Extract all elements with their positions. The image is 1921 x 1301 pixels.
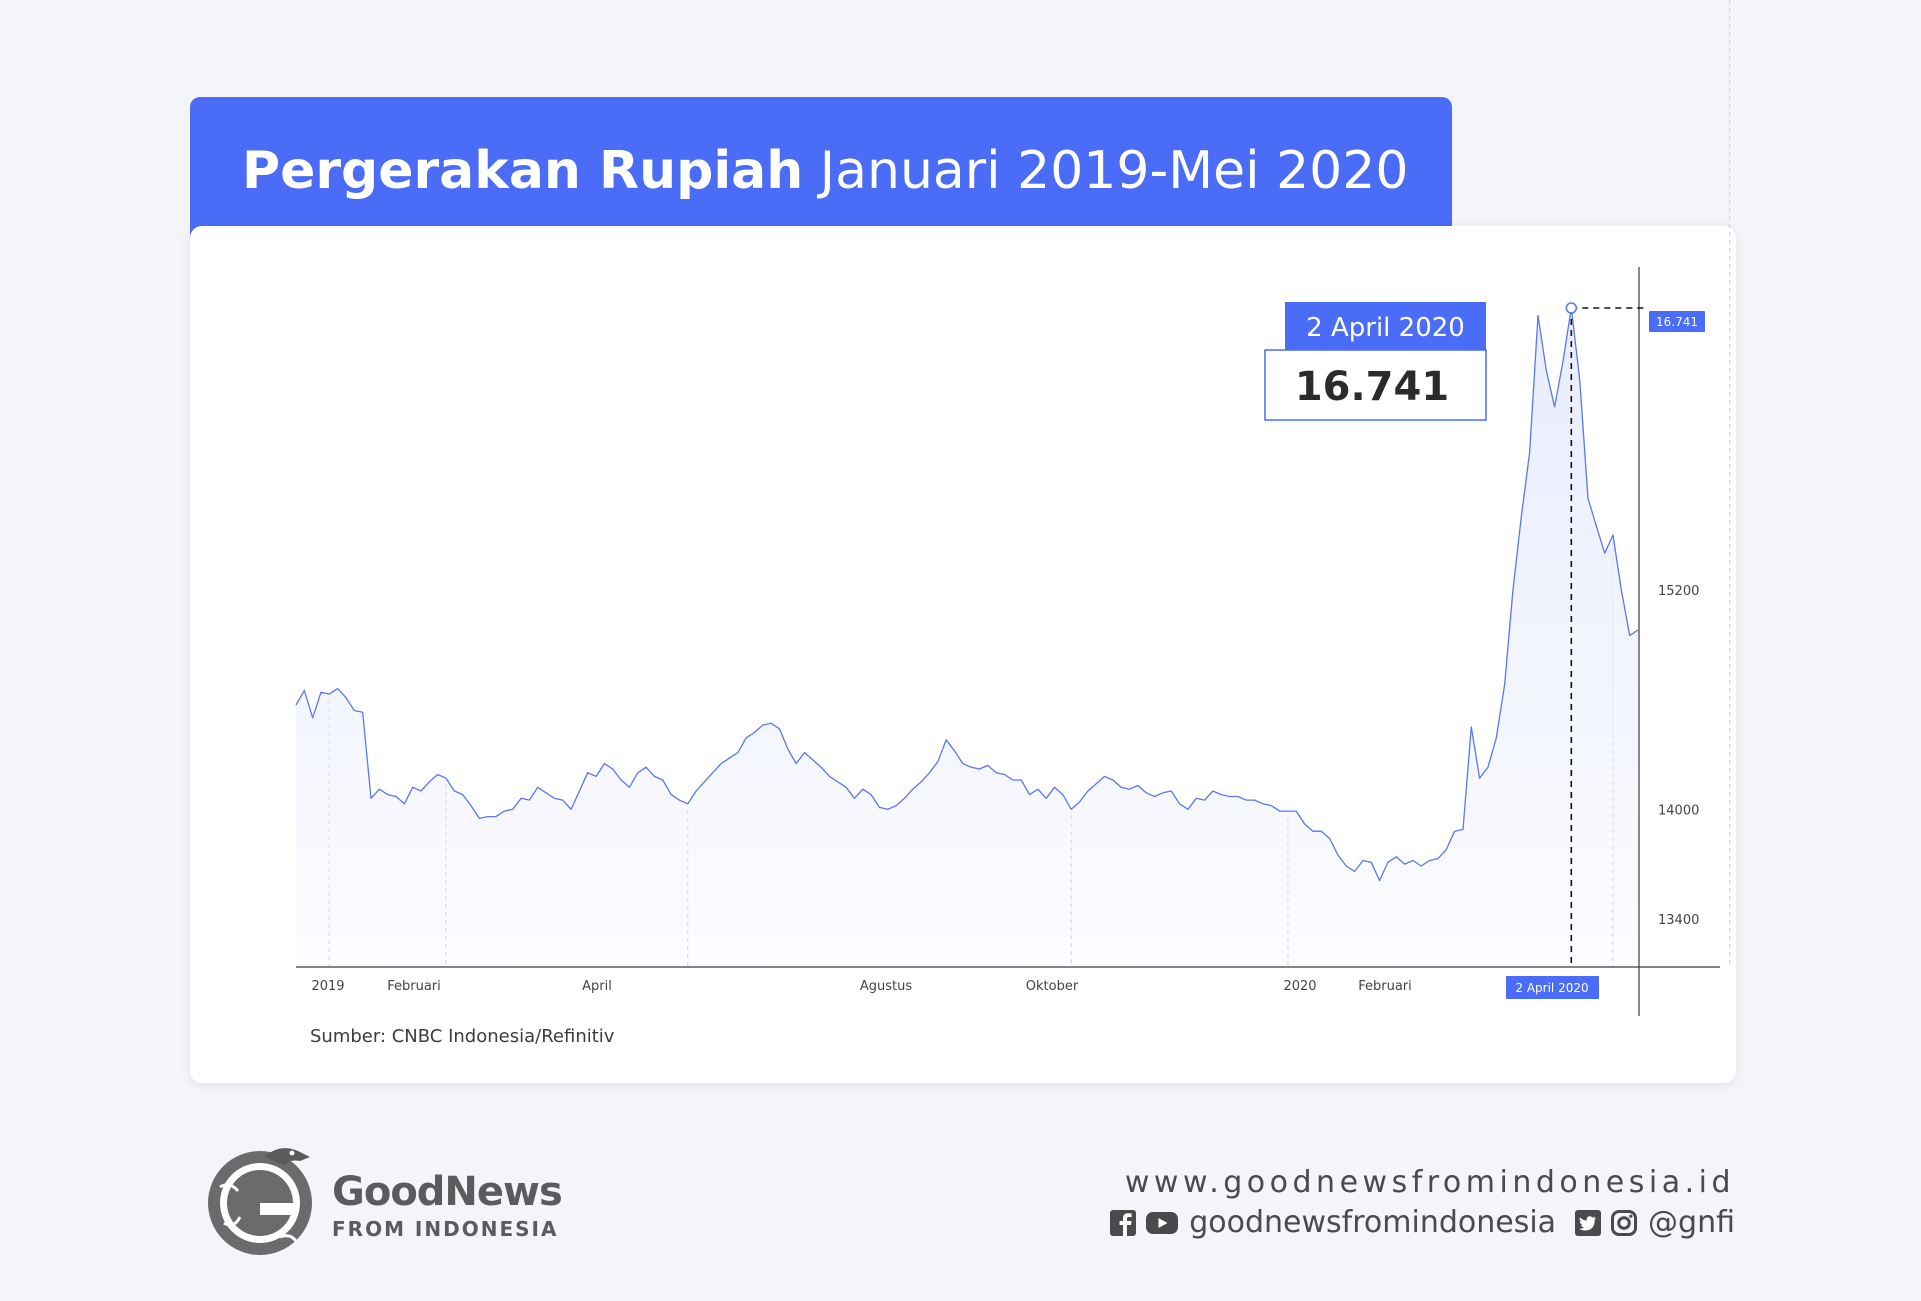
area-fill: [296, 308, 1638, 967]
x-tick-label: Oktober: [1026, 979, 1079, 994]
x-tick-label: April: [582, 979, 612, 994]
x-tick-label: Februari: [1358, 979, 1412, 994]
social-handle-short[interactable]: @gnfi: [1648, 1205, 1735, 1240]
x-tick-label: 2020: [1283, 979, 1316, 994]
website-link[interactable]: www.goodnewsfromindonesia.id: [1124, 1165, 1735, 1200]
y-tick-label: 15200: [1658, 584, 1699, 599]
facebook-icon[interactable]: [1109, 1209, 1137, 1237]
callout-date-bg: [1285, 302, 1486, 350]
title-bold: Pergerakan Rupiah: [242, 141, 804, 201]
highlight-point[interactable]: [1565, 302, 1578, 314]
x-tick-label: Agustus: [860, 979, 912, 994]
callout-value-box: [1264, 349, 1487, 421]
callout-value: 16.741: [1295, 364, 1449, 410]
logo-name: GoodNews: [332, 1169, 563, 1215]
y-highlight-tag: [1649, 311, 1705, 332]
youtube-icon[interactable]: [1145, 1209, 1179, 1237]
gnfi-logo: GoodNews FROM INDONESIA: [200, 1137, 596, 1261]
y-highlight-label: 16.741: [1656, 315, 1698, 329]
footer-contact: www.goodnewsfromindonesia.id goodnewsfro…: [1101, 1164, 1735, 1242]
x-tick-label: Februari: [387, 979, 441, 994]
x-tick-label: 2019: [311, 979, 344, 994]
y-tick-label: 14000: [1658, 803, 1699, 818]
series-line: [295, 307, 1639, 882]
x-highlight-tag: [1506, 976, 1599, 999]
garuda-logo-icon: [208, 1148, 312, 1255]
y-tick-label: 13400: [1658, 913, 1699, 928]
callout-date: 2 April 2020: [1306, 313, 1465, 343]
x-highlight-label: 2 April 2020: [1515, 981, 1588, 995]
logo-subtitle: FROM INDONESIA: [332, 1217, 559, 1241]
social-row: goodnewsfromindonesia @gnfi: [1101, 1204, 1735, 1242]
twitter-icon[interactable]: [1574, 1209, 1602, 1237]
title-normal: Januari 2019-Mei 2020: [819, 141, 1409, 201]
title-banner: Pergerakan Rupiah Januari 2019-Mei 2020: [190, 97, 1452, 247]
social-handle-main[interactable]: goodnewsfromindonesia: [1189, 1205, 1557, 1240]
source-note: Sumber: CNBC Indonesia/Refinitiv: [310, 1026, 615, 1047]
instagram-icon[interactable]: [1610, 1209, 1638, 1237]
